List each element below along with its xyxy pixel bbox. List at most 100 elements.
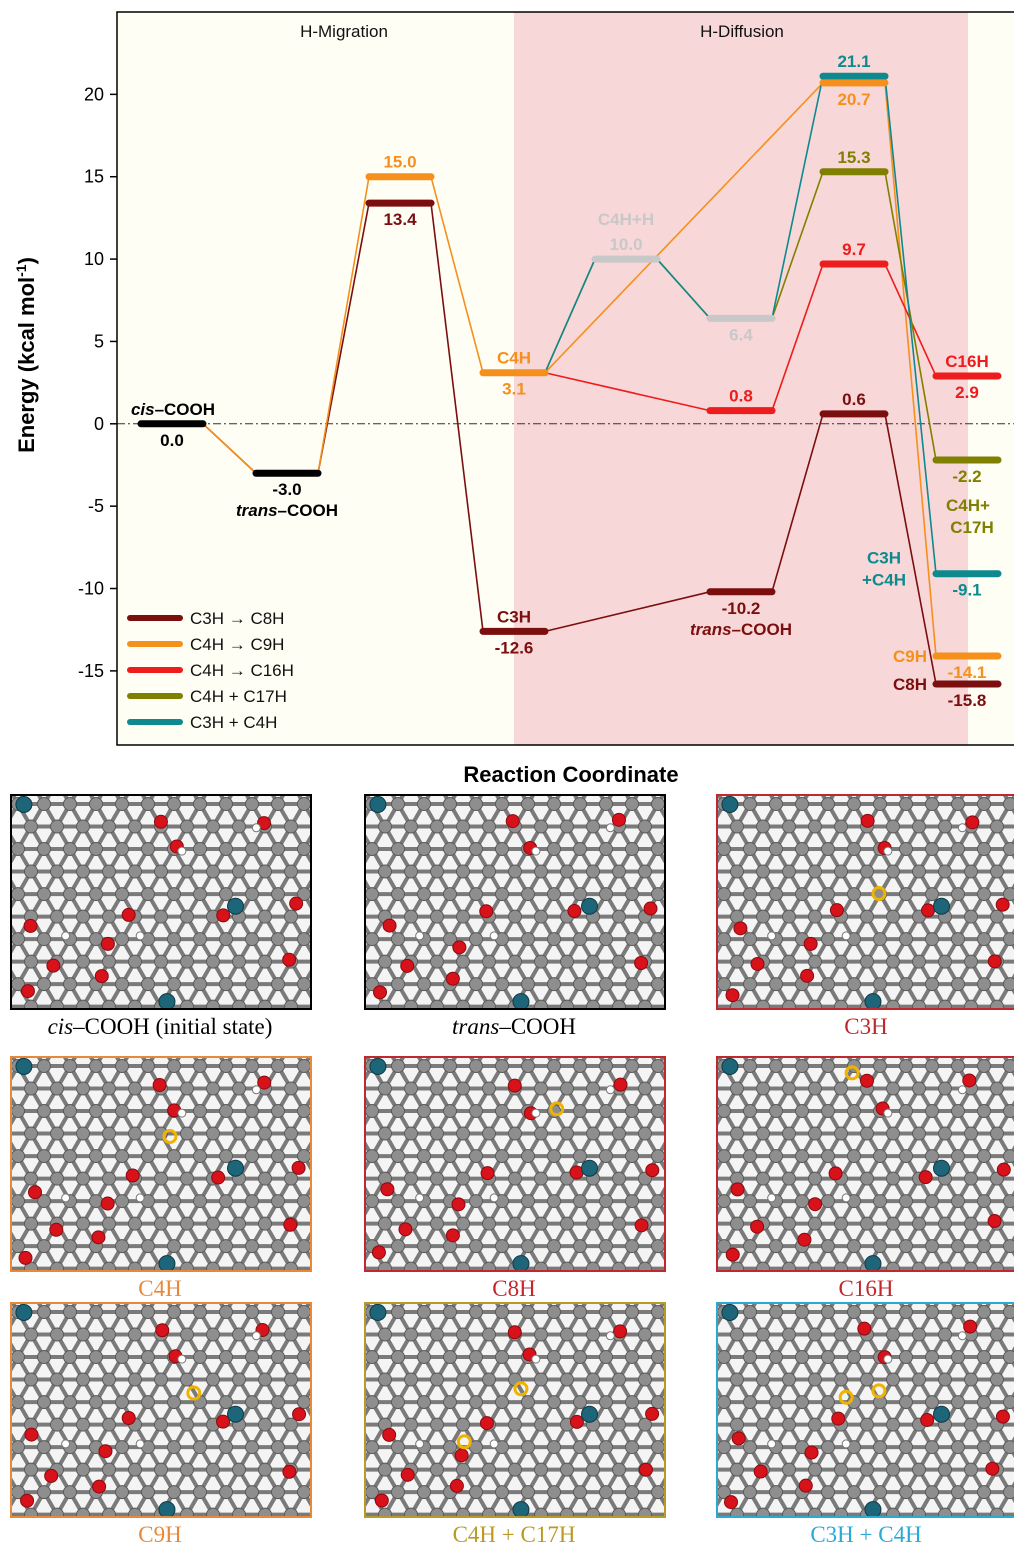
oxygen-atom	[858, 1322, 871, 1335]
value-label-c3hc4h: -9.1	[952, 581, 981, 600]
hydrogen-atom	[532, 1355, 540, 1363]
y-tick-label: -15	[78, 661, 104, 681]
molecular-structure-image	[718, 1058, 1014, 1270]
oxygen-atom	[399, 1223, 412, 1236]
metal-atom	[228, 1406, 244, 1422]
oxygen-atom	[508, 1079, 521, 1092]
hydrogen-atom	[178, 1109, 186, 1117]
hydrogen-atom	[768, 932, 776, 940]
oxygen-atom	[217, 909, 230, 922]
panel-caption: C3H	[716, 1014, 1014, 1040]
oxygen-atom	[860, 1074, 873, 1087]
hydrogen-atom	[490, 1440, 498, 1448]
oxygen-atom	[751, 957, 764, 970]
oxygen-atom	[725, 1496, 738, 1509]
oxygen-atom	[830, 904, 843, 917]
oxygen-atom	[99, 1445, 112, 1458]
oxygen-atom	[24, 919, 37, 932]
value-label-ts1_dark: 13.4	[383, 210, 417, 229]
oxygen-atom	[126, 1169, 139, 1182]
metal-atom	[16, 796, 32, 812]
structure-cell: C8H	[364, 1056, 664, 1302]
oxygen-atom	[401, 959, 414, 972]
metal-atom	[370, 1058, 386, 1074]
value-label-c4h: 3.1	[502, 380, 526, 399]
oxygen-atom	[988, 1215, 1001, 1228]
level-name-c3hc4h-line2: +C4H	[862, 571, 906, 590]
value-label-cis: 0.0	[160, 431, 184, 450]
value-label-c9h: -14.1	[948, 663, 987, 682]
legend-label: C3H → C8H	[190, 609, 284, 628]
oxygen-atom	[452, 1198, 465, 1211]
value-label-ts_207: 20.7	[837, 90, 870, 109]
level-name-c4h: C4H	[497, 349, 531, 368]
carbon-lattice	[366, 796, 664, 1008]
hydrogen-atom	[958, 1086, 966, 1094]
oxygen-atom	[829, 1167, 842, 1180]
oxygen-atom	[568, 905, 581, 918]
carbon-lattice	[718, 1058, 1014, 1270]
oxygen-atom	[919, 1171, 932, 1184]
hydrogen-atom	[136, 932, 144, 940]
oxygen-atom	[732, 1432, 745, 1445]
oxygen-atom	[101, 1197, 114, 1210]
oxygen-atom	[646, 1407, 659, 1420]
oxygen-atom	[156, 1324, 169, 1337]
hydrogen-atom	[958, 824, 966, 832]
value-label-c8h: -15.8	[948, 691, 987, 710]
structure-panel	[10, 794, 312, 1010]
oxygen-atom	[283, 953, 296, 966]
metal-atom	[16, 1304, 32, 1320]
oxygen-atom	[446, 1229, 459, 1242]
metal-atom	[934, 1160, 950, 1176]
value-label-trans2: -10.2	[722, 599, 761, 618]
molecular-structure-image	[718, 796, 1014, 1008]
oxygen-atom	[614, 1078, 627, 1091]
value-label-c4h_h: 10.0	[609, 235, 642, 254]
oxygen-atom	[453, 941, 466, 954]
panel-caption: C9H	[10, 1522, 310, 1548]
panel-caption: C16H	[716, 1276, 1014, 1302]
oxygen-atom	[101, 937, 114, 950]
structure-panel	[364, 794, 666, 1010]
oxygen-atom	[284, 1218, 297, 1231]
hydrogen-atom	[416, 1440, 424, 1448]
oxygen-atom	[996, 898, 1009, 911]
oxygen-atom	[508, 1326, 521, 1339]
structure-cell: trans–COOH	[364, 794, 664, 1040]
panel-caption: C4H + C17H	[364, 1522, 664, 1548]
oxygen-atom	[95, 970, 108, 983]
metal-atom	[582, 898, 598, 914]
hydrogen-atom	[252, 1086, 260, 1094]
hydrogen-atom	[532, 1109, 540, 1117]
oxygen-atom	[283, 1465, 296, 1478]
oxygen-atom	[731, 1183, 744, 1196]
metal-atom	[159, 994, 175, 1008]
value-label-ts_153: 15.3	[837, 148, 870, 167]
metal-atom	[370, 1304, 386, 1320]
value-label-ts_06: 0.6	[842, 390, 866, 409]
oxygen-atom	[455, 1449, 468, 1462]
structure-panel	[716, 1056, 1014, 1272]
oxygen-atom	[614, 1325, 627, 1338]
oxygen-atom	[921, 1413, 934, 1426]
metal-atom	[722, 1304, 738, 1320]
oxygen-atom	[798, 1233, 811, 1246]
panel-caption: cis–COOH (initial state)	[10, 1014, 310, 1040]
molecular-structure-image	[366, 1304, 664, 1516]
oxygen-atom	[375, 1494, 388, 1507]
oxygen-atom	[446, 972, 459, 985]
structure-cell: cis–COOH (initial state)	[10, 794, 310, 1040]
oxygen-atom	[506, 815, 519, 828]
metal-atom	[16, 1058, 32, 1074]
oxygen-atom	[292, 1161, 305, 1174]
oxygen-atom	[635, 956, 648, 969]
oxygen-atom	[481, 1167, 494, 1180]
oxygen-atom	[832, 1412, 845, 1425]
hydrogen-atom	[842, 1194, 850, 1202]
oxygen-atom	[374, 986, 387, 999]
metal-atom	[934, 1406, 950, 1422]
hydrogen-atom	[606, 824, 614, 832]
oxygen-atom	[809, 1198, 822, 1211]
carbon-lattice	[718, 1304, 1014, 1516]
